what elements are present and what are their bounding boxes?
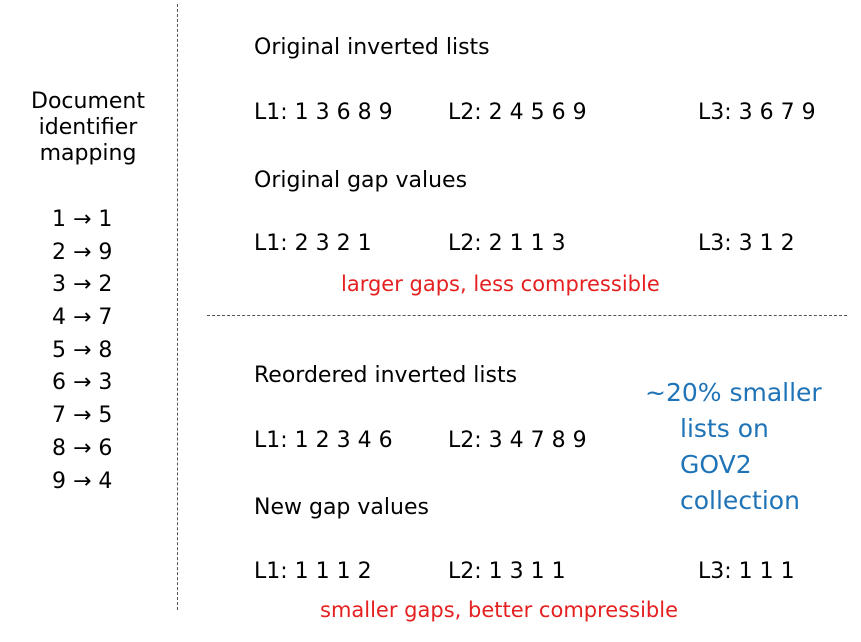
callout-line: collection [680,486,800,515]
compression-callout: ~20% smaller lists on GOV2 collection [645,375,822,519]
mapping-item: 3 → 2 [52,272,113,298]
mapping-item: 4 → 7 [52,305,113,331]
horizontal-divider [207,315,847,316]
new-gaps-heading: New gap values [254,495,429,520]
mapping-item: 9 → 4 [52,468,113,494]
reordered-list-l1: L1: 1 2 3 4 6 [254,428,393,453]
original-gap-l3: L3: 3 1 2 [698,231,795,256]
mapping-item: 6 → 3 [52,370,113,396]
mapping-item: 1 → 1 [52,207,113,232]
callout-line: ~20% smaller [645,378,822,407]
callout-line: GOV2 [680,450,752,479]
vertical-divider [177,4,178,610]
original-list-l2: L2: 2 4 5 6 9 [448,100,587,125]
original-gaps-heading: Original gap values [254,168,468,193]
original-gap-l1: L1: 2 3 2 1 [254,231,372,256]
mapping-list: 1 → 1 2 → 9 3 → 2 4 → 7 5 → 8 6 → 3 7 → … [52,204,112,498]
mapping-item: 2 → 9 [52,239,113,265]
original-gap-l2: L2: 2 1 1 3 [448,231,566,256]
mapping-item: 8 → 6 [52,435,113,461]
mapping-title-line: mapping [39,141,137,166]
original-list-l3: L3: 3 6 7 9 [698,100,816,125]
reordered-note: smaller gaps, better compressible [320,598,679,622]
mapping-title-line: Document [31,89,145,114]
callout-line: lists on [680,414,769,443]
mapping-title: Document identifier mapping [20,89,156,167]
new-gap-l3: L3: 1 1 1 [698,559,795,584]
mapping-title-line: identifier [38,115,138,140]
mapping-item: 7 → 5 [52,403,113,429]
new-gap-l1: L1: 1 1 1 2 [254,559,372,584]
mapping-item: 5 → 8 [52,337,113,363]
original-list-l1: L1: 1 3 6 8 9 [254,100,393,125]
new-gap-l2: L2: 1 3 1 1 [448,559,566,584]
original-lists-heading: Original inverted lists [254,35,490,60]
original-note: larger gaps, less compressible [341,272,660,296]
reordered-lists-heading: Reordered inverted lists [254,363,518,388]
reordered-list-l2: L2: 3 4 7 8 9 [448,428,587,453]
